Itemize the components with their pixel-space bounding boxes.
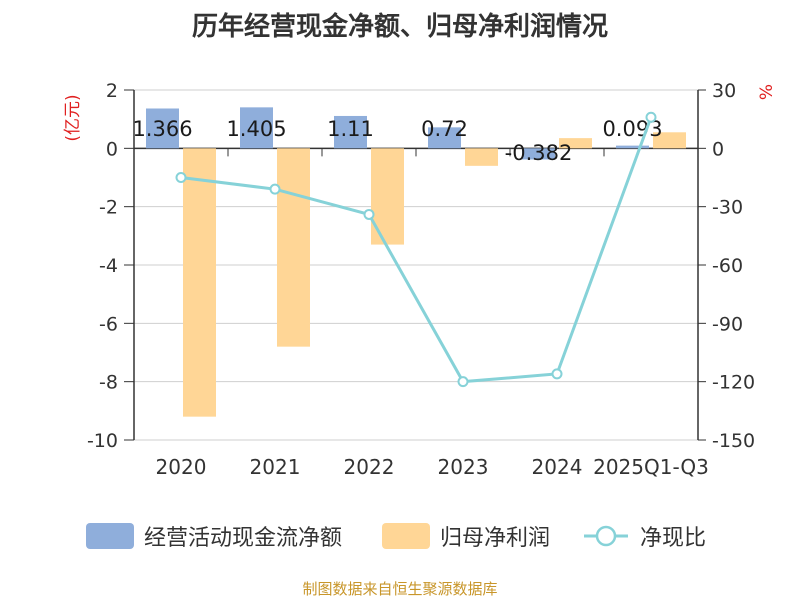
x-tick-label: 2024 bbox=[532, 455, 583, 479]
left-tick-label: -8 bbox=[99, 372, 118, 394]
cash-flow-data-label: 1.11 bbox=[327, 117, 374, 141]
net-cash-ratio-point bbox=[551, 368, 563, 380]
cash-flow-bar bbox=[428, 127, 461, 149]
legend-swatch-profit bbox=[382, 523, 430, 549]
cash-flow-bar bbox=[334, 115, 367, 149]
x-tick-label: 2020 bbox=[156, 455, 207, 479]
left-tick-label: -10 bbox=[87, 430, 118, 452]
legend-swatch-ratio bbox=[584, 525, 628, 547]
x-tick-label: 2022 bbox=[344, 455, 395, 479]
net-profit-bar bbox=[371, 148, 404, 245]
left-axis-unit: (亿元) bbox=[63, 94, 83, 141]
legend-item-cash[interactable]: 经营活动现金流净额 bbox=[86, 516, 342, 556]
left-tick-label: -4 bbox=[99, 255, 118, 277]
cash-flow-bar bbox=[616, 145, 649, 149]
net-cash-ratio-line bbox=[180, 116, 653, 384]
legend-item-profit[interactable]: 归母净利润 bbox=[382, 516, 550, 556]
left-tick-label: 0 bbox=[106, 138, 118, 160]
right-tick-label: 0 bbox=[712, 138, 724, 160]
right-tick-label: -60 bbox=[712, 255, 743, 277]
legend-label-cash: 经营活动现金流净额 bbox=[144, 526, 343, 551]
net-cash-ratio-point bbox=[175, 172, 187, 183]
cash-flow-bar bbox=[522, 148, 555, 160]
x-tick-label: 2023 bbox=[438, 455, 489, 479]
net-cash-ratio-point bbox=[457, 376, 469, 388]
legend-label-profit: 归母净利润 bbox=[440, 526, 551, 551]
right-tick-label: -90 bbox=[712, 313, 743, 335]
net-profit-bar bbox=[465, 148, 498, 166]
source-note: 制图数据来自恒生聚源数据库 bbox=[302, 580, 498, 598]
legend-item-ratio[interactable]: 净现比 bbox=[582, 516, 706, 556]
x-tick-label: 2021 bbox=[250, 455, 301, 479]
net-profit-bar bbox=[277, 148, 310, 347]
x-tick-label: 2025Q1-Q3 bbox=[593, 455, 709, 479]
cash-flow-data-label: 1.366 bbox=[132, 117, 192, 141]
cash-flow-data-label: -0.382 bbox=[505, 141, 573, 165]
right-axis-unit: % bbox=[757, 84, 777, 100]
cash-flow-bar bbox=[240, 107, 273, 149]
net-cash-ratio-point bbox=[645, 111, 657, 123]
legend-label-ratio: 净现比 bbox=[640, 526, 707, 551]
net-cash-ratio-point bbox=[363, 208, 375, 220]
net-profit-bar bbox=[653, 132, 686, 149]
cash-flow-data-label: 1.405 bbox=[226, 117, 286, 141]
chart-title: 历年经营现金净额、归母净利润情况 bbox=[191, 12, 608, 42]
right-tick-label: 30 bbox=[712, 80, 736, 102]
left-tick-label: -2 bbox=[99, 197, 118, 219]
net-profit-bar bbox=[559, 138, 592, 149]
left-tick-label: -6 bbox=[99, 313, 118, 335]
left-tick-label: 2 bbox=[106, 80, 118, 102]
right-tick-label: -150 bbox=[712, 430, 755, 452]
chart-legend: 经营活动现金流净额 归母净利润 净现比 bbox=[0, 516, 800, 556]
legend-swatch-cash bbox=[86, 523, 134, 549]
net-cash-ratio-point bbox=[269, 183, 281, 195]
right-tick-label: -30 bbox=[712, 197, 743, 219]
cash-flow-bar bbox=[146, 108, 179, 149]
cash-flow-data-label: 0.72 bbox=[421, 117, 468, 141]
net-profit-bar bbox=[183, 148, 216, 417]
right-tick-label: -120 bbox=[712, 372, 755, 394]
